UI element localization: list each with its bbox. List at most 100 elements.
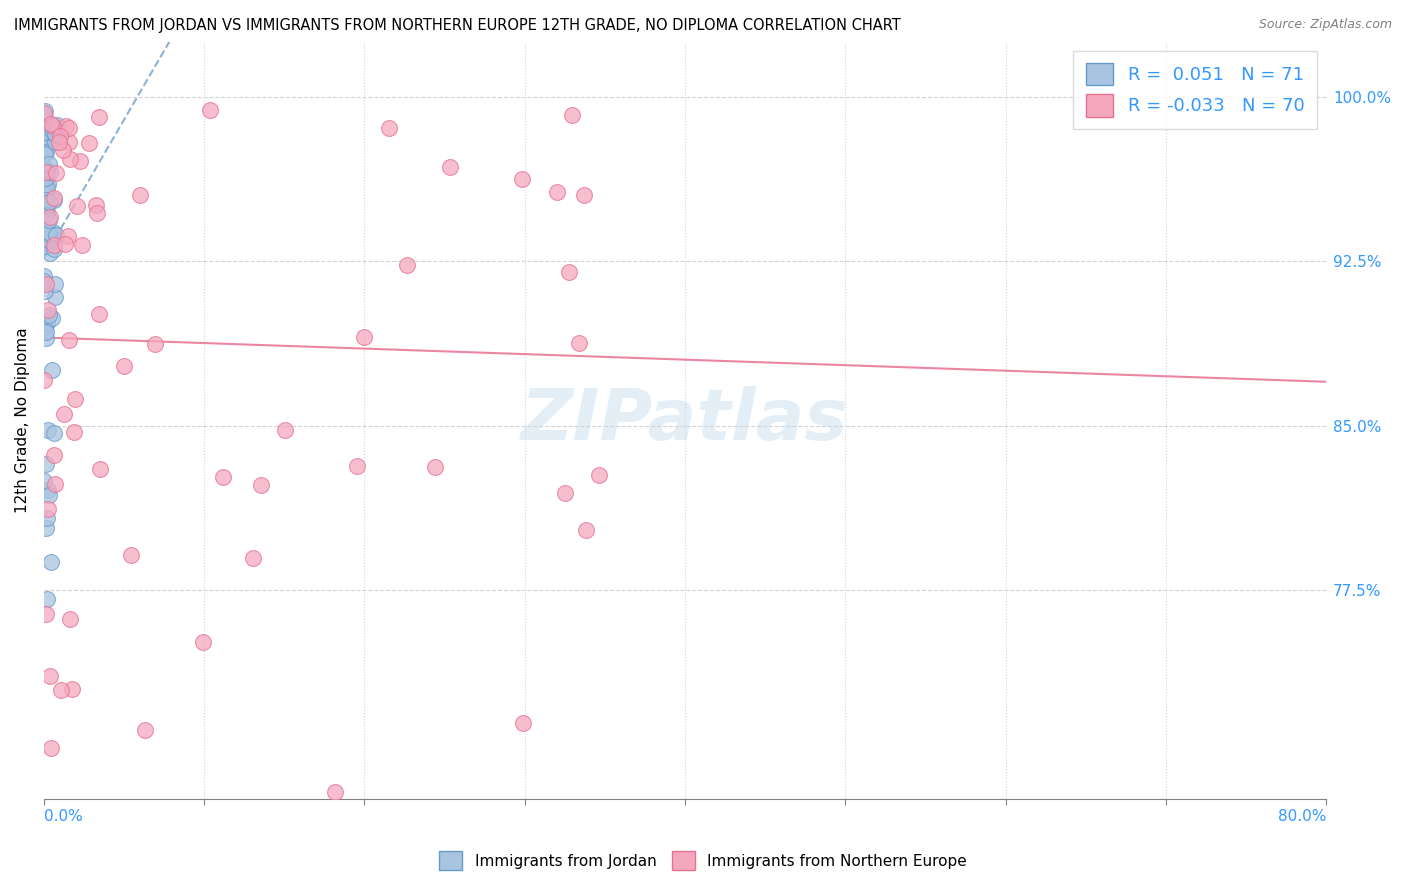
Point (87, 110, 110, 124)
Point (58, 136, 80, 150)
Point (558, 265, 581, 279)
Point (38, 212, 60, 227)
Point (120, 549, 142, 563)
Point (32, 199, 55, 213)
Point (44, 477, 66, 491)
Point (53, 237, 76, 252)
Point (60, 681, 83, 696)
Point (37, 225, 59, 239)
Point (37, 483, 59, 497)
Point (34, 194, 56, 209)
Point (274, 423, 297, 437)
Point (69, 154, 91, 169)
Point (44, 290, 66, 304)
Point (58, 120, 80, 135)
Point (34, 192, 56, 206)
Point (49, 682, 72, 697)
Point (34, 238, 56, 252)
Point (38, 246, 60, 260)
Point (250, 478, 273, 492)
Point (59, 153, 82, 167)
Point (439, 160, 461, 174)
Point (353, 330, 375, 344)
Point (39, 210, 62, 224)
Point (35, 134, 58, 148)
Point (35, 232, 58, 246)
Legend: Immigrants from Jordan, Immigrants from Northern Europe: Immigrants from Jordan, Immigrants from … (433, 846, 973, 876)
Point (86, 206, 108, 220)
Point (395, 258, 418, 272)
Point (35, 205, 58, 219)
Point (44, 277, 66, 292)
Point (34, 107, 56, 121)
Point (35, 277, 58, 292)
Point (37, 302, 59, 317)
Text: IMMIGRANTS FROM JORDAN VS IMMIGRANTS FROM NORTHERN EUROPE 12TH GRADE, NO DIPLOMA: IMMIGRANTS FROM JORDAN VS IMMIGRANTS FRO… (14, 18, 901, 33)
Text: 80.0%: 80.0% (1278, 810, 1326, 824)
Point (34, 321, 56, 335)
Y-axis label: 12th Grade, No Diploma: 12th Grade, No Diploma (15, 327, 30, 513)
Point (34, 125, 56, 139)
Point (378, 120, 401, 135)
Point (48, 136, 70, 150)
Point (41, 310, 63, 325)
Point (35, 170, 58, 185)
Point (35, 316, 58, 330)
Point (44, 127, 66, 141)
Point (34, 239, 56, 253)
Point (38, 227, 60, 241)
Point (39, 117, 62, 131)
Point (35, 208, 58, 222)
Point (554, 486, 576, 500)
Point (35, 457, 58, 471)
Point (44, 448, 66, 462)
Point (86, 198, 108, 212)
Point (35, 607, 58, 622)
Point (35, 194, 58, 208)
Point (143, 337, 166, 351)
Point (38, 231, 60, 245)
Point (35, 511, 58, 525)
Point (32, 274, 55, 288)
Point (34, 180, 56, 194)
Point (38, 165, 60, 179)
Text: ZIPatlas: ZIPatlas (522, 385, 849, 455)
Point (129, 187, 152, 202)
Point (134, 723, 156, 737)
Point (55, 119, 77, 133)
Point (32, 176, 55, 190)
Point (510, 171, 533, 186)
Point (588, 467, 610, 482)
Point (42, 119, 65, 133)
Point (32, 373, 55, 387)
Point (546, 186, 568, 200)
Point (35, 591, 58, 606)
Point (42, 225, 65, 239)
Point (52, 144, 75, 158)
Point (560, 108, 582, 122)
Point (37, 178, 59, 192)
Point (63, 392, 86, 407)
Point (39, 669, 62, 683)
Point (34, 195, 56, 210)
Point (37, 502, 59, 516)
Point (38, 157, 60, 171)
Point (191, 635, 214, 649)
Point (34, 147, 56, 161)
Point (42, 193, 65, 207)
Point (39, 555, 62, 569)
Point (34, 188, 56, 202)
Point (211, 469, 233, 483)
Point (38, 488, 60, 502)
Point (42, 191, 65, 205)
Point (79, 136, 101, 150)
Point (512, 715, 534, 730)
Text: 0.0%: 0.0% (44, 810, 83, 824)
Point (35, 145, 58, 160)
Point (325, 785, 347, 799)
Point (49, 129, 72, 144)
Point (35, 331, 58, 345)
Point (346, 458, 368, 473)
Point (63, 425, 86, 439)
Point (34, 103, 56, 118)
